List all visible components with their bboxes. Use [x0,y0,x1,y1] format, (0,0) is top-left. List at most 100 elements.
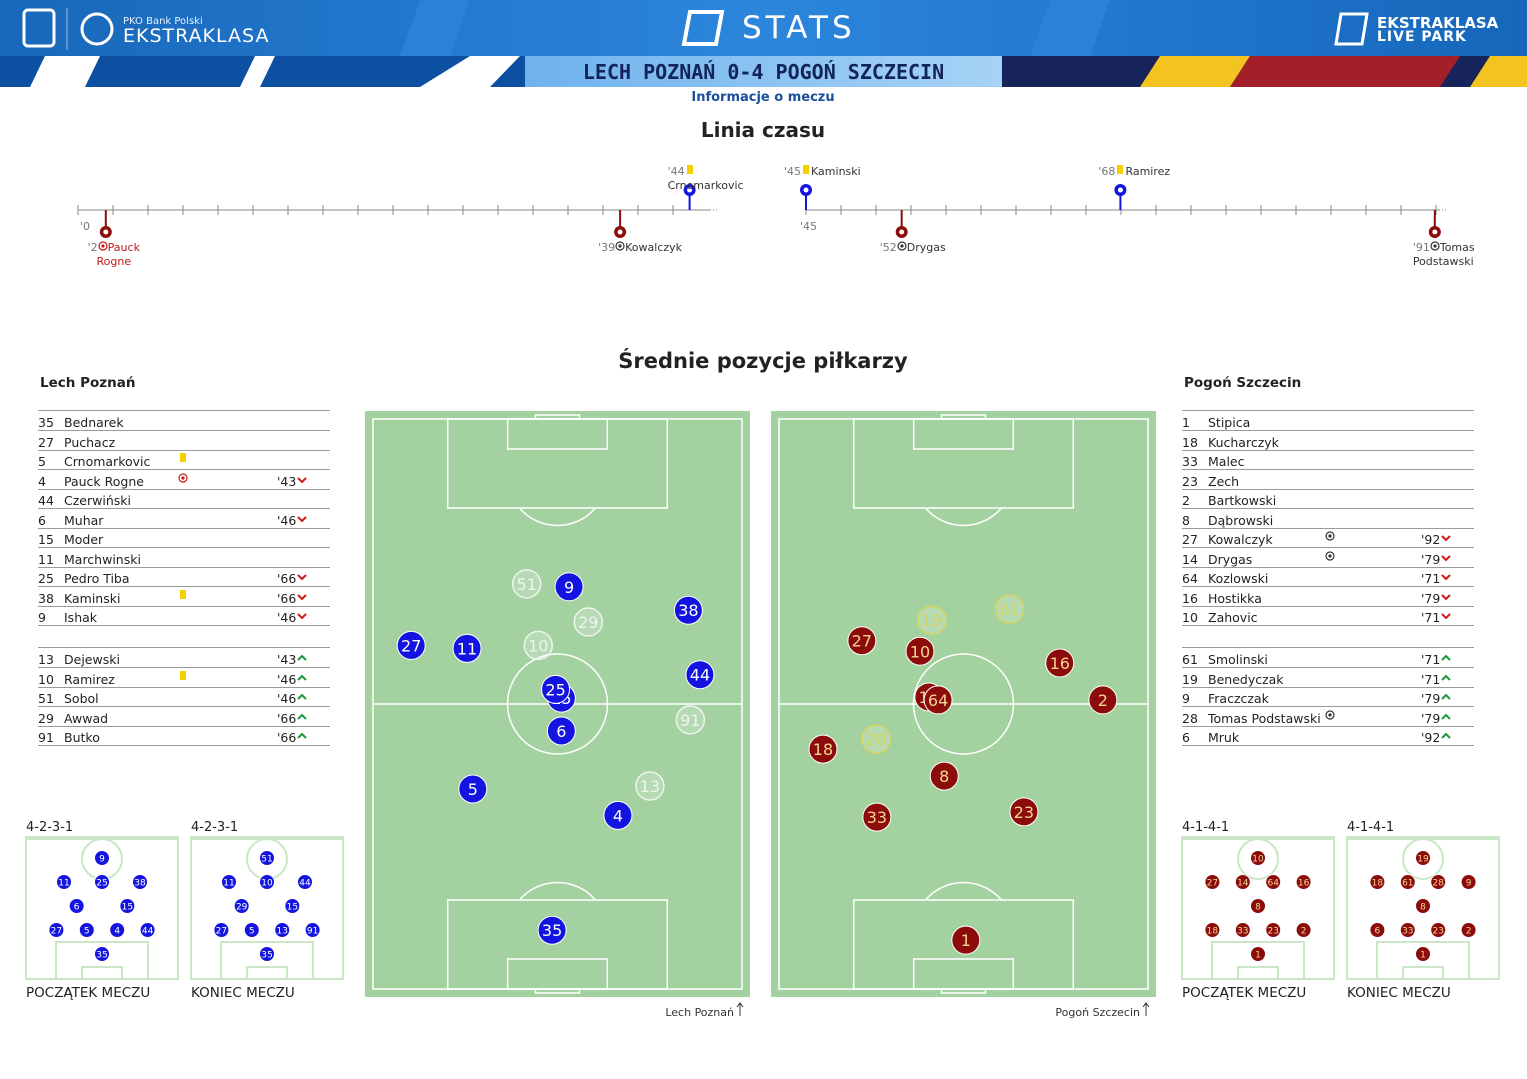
match-info[interactable]: Informacje o meczu [691,90,835,105]
player-number: 28 [1182,710,1198,726]
player-row: 61 Smolinski '71 [1182,648,1474,668]
card [686,165,693,174]
sub-out-arrow [297,476,307,483]
ball-core [1328,534,1332,538]
card [180,589,186,599]
player-position [1088,685,1118,715]
player-name: Awwad [64,710,109,726]
sub-minute: '79 [1421,590,1441,606]
player-row: 29 Awwad '66 [38,707,330,727]
player-position-number: 1 [961,931,971,950]
mini-player [94,946,110,962]
mini-player [1430,874,1447,890]
mini-player-number: 18 [1372,879,1384,889]
stats-title: STATS [742,10,856,46]
player-position [1045,648,1075,678]
mini-player-number: 51 [261,855,272,865]
player-position [808,734,838,764]
goal-icon [615,241,625,251]
brand: EKSTRAKLASA [123,25,270,47]
mini-player [1369,922,1386,938]
mini-player [1415,898,1431,914]
timeline-event: '2 Pauck Rogne [84,241,144,269]
player-row: 5 Crnomarkovic [38,450,330,470]
arrow [1441,554,1451,561]
player-position [396,630,426,660]
player-number: 6 [1182,730,1190,745]
goal-icon [1430,241,1440,251]
player-row: 64 Kozlowski '71 [1182,567,1474,587]
sub-in-arrow [1441,713,1451,720]
player-row: 14 Drygas '79 [1182,548,1474,568]
yellow-card-icon [686,165,693,174]
player-number: 9 [1182,691,1190,706]
player-position-number: 91 [680,711,700,730]
event-player: Tomas Podstawski [1412,241,1475,268]
goal [940,414,987,420]
mini-player [1460,922,1477,938]
arrow [1441,574,1451,581]
player-name: Drygas [1208,551,1253,567]
player-name: Stipica [1208,415,1251,430]
yellow-card-icon [180,589,186,599]
deco [1140,56,1250,87]
mini-player-number: 91 [307,927,318,937]
player-name: Moder [64,532,104,547]
sub-out-arrow [297,593,307,600]
player-number: 61 [1182,652,1198,667]
sub-in-arrow [1441,693,1451,700]
player-position [685,660,715,690]
ball-core [101,244,105,248]
sub-minute: '43 [277,473,297,489]
mini-center-circle [1402,838,1444,880]
player-name: Ishak [64,610,98,625]
player-position-number: 6 [556,722,566,741]
mini-player-number: 29 [236,903,248,913]
player-position [635,771,665,801]
player-position [923,685,953,715]
mini-player-number: 1 [1420,951,1426,961]
own-goal-icon [178,472,188,483]
center-circle [506,653,609,755]
match-title: LECH POZNAŃ 0-4 POGOŃ SZCZECIN [582,60,945,84]
player-row: 27 Puchacz [38,431,330,451]
player-position-number: 13 [640,777,660,796]
player-position [573,607,604,637]
player-name: Malec [1208,454,1245,469]
sub-minute: '79 [1421,691,1441,706]
player-name: Zahovic [1208,610,1258,625]
goal-icon [1325,531,1335,541]
player-number: 10 [38,671,54,687]
player-row: 51 Sobol '46 [38,687,330,707]
player-position [511,569,542,599]
deco [1230,56,1460,87]
sub-minute: '46 [277,691,297,706]
arrow [1441,654,1451,661]
player-number: 51 [38,691,54,706]
mini-player-number: 16 [1298,879,1310,889]
mini-player-number: 19 [1417,855,1429,865]
player-position [554,572,584,602]
deco [30,56,100,87]
player-number: 33 [1182,454,1198,469]
mini-player [1250,898,1266,914]
direction-arrowhead [736,1002,744,1008]
arrow [1441,593,1451,600]
mini-player [233,898,250,914]
yellow-card-icon [803,165,810,174]
yellow-card-icon [1117,165,1124,174]
mini-player [48,922,65,938]
timeline-event: '52 Drygas [880,241,970,255]
player-position [603,800,633,830]
goal [940,988,987,994]
player-name: Benedyczak [1208,671,1284,687]
player-number: 15 [38,532,54,547]
card [803,165,810,174]
mini-player-number: 38 [134,879,146,889]
sub-minute: '71 [1421,610,1441,625]
mini-player-number: 15 [122,903,133,913]
player-position-number: 38 [678,601,698,620]
player-number: 18 [1182,434,1198,450]
mini-player-number: 5 [249,927,255,937]
player-number: 1 [1182,415,1190,430]
